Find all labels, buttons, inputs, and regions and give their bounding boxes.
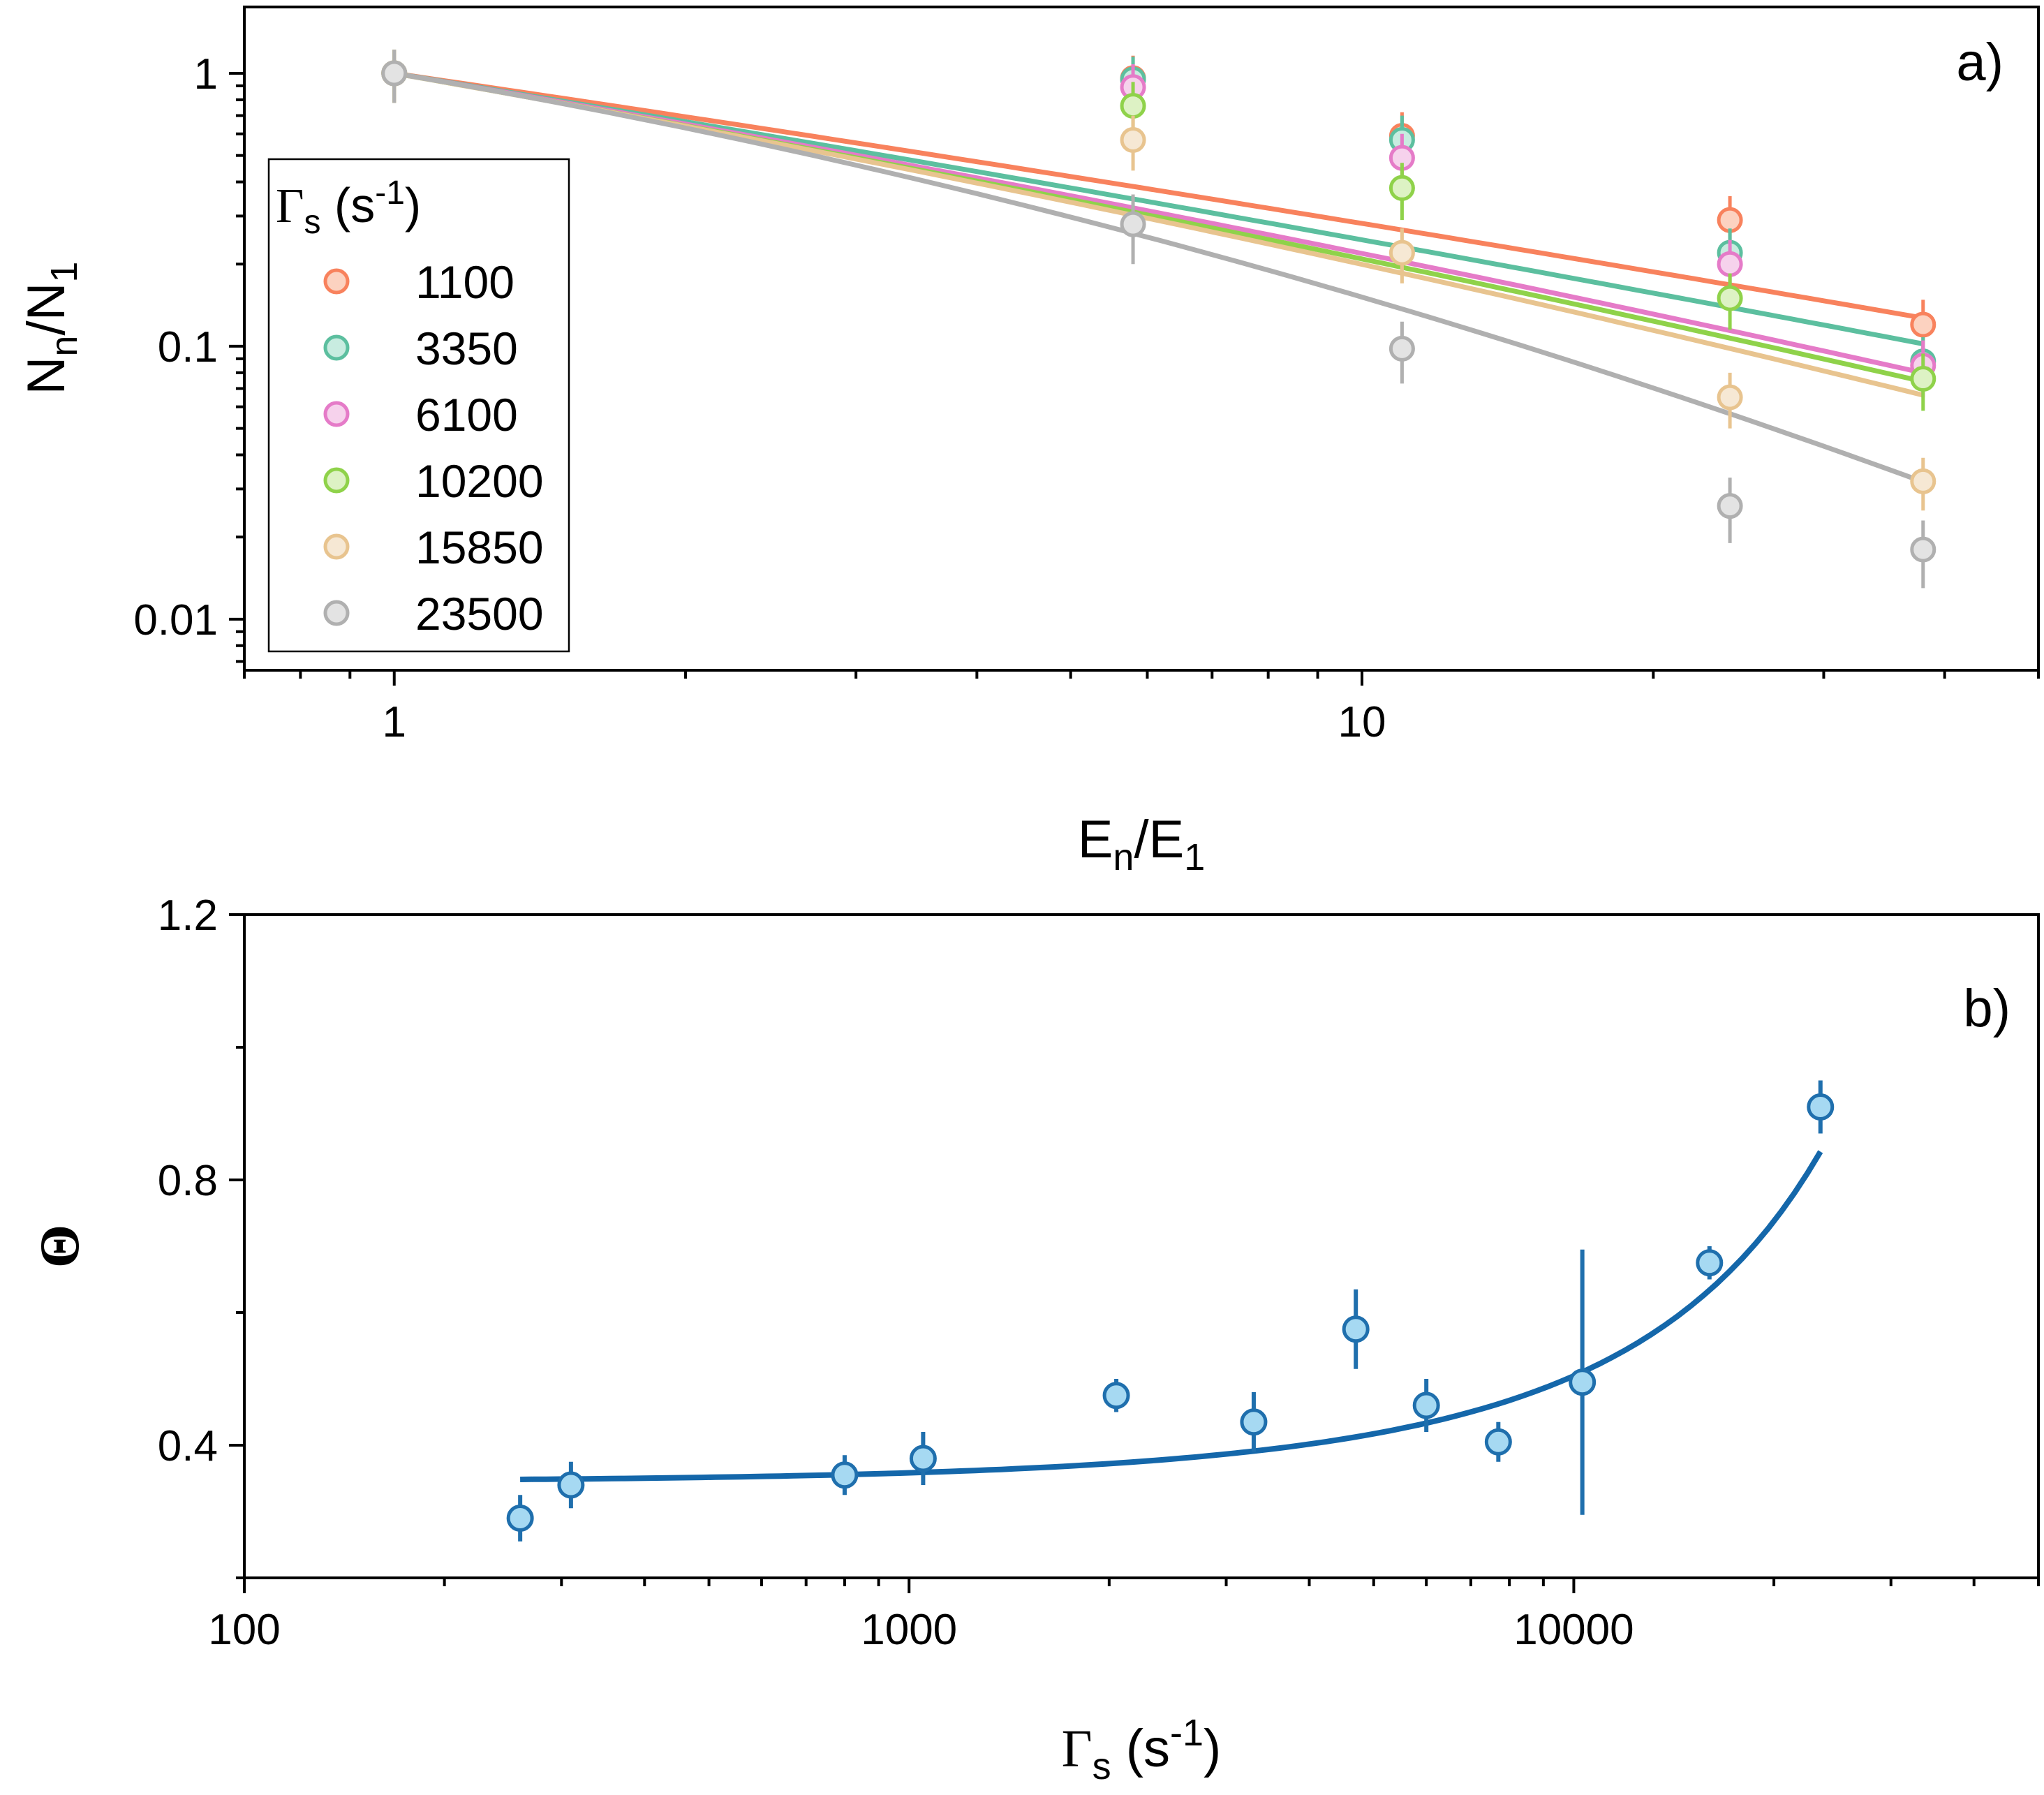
legend-marker-10200	[323, 467, 350, 494]
data-point-1100	[1910, 311, 1936, 338]
data-point-15850	[1717, 384, 1743, 411]
data-point-23500	[381, 60, 408, 87]
fit-line-1100	[394, 71, 1924, 320]
legend-label-1100: 1100	[415, 256, 514, 308]
fit-line-15850	[394, 71, 1924, 398]
y-tick-label: 0.4	[158, 1422, 218, 1470]
data-point-23500	[1910, 536, 1936, 563]
panel-a-legend: Γs (s-1) 1100 3350 6100 10200 15850 23500	[267, 158, 570, 653]
panel-a-plot-area	[381, 50, 1936, 589]
data-point	[1696, 1249, 1724, 1277]
fit-line-10200	[394, 71, 1924, 384]
panel-b-axes: 100 1000 10000 0.4 0.8 1.2	[158, 892, 2040, 1654]
data-point-10200	[1120, 93, 1146, 119]
legend-label-15850: 15850	[415, 522, 544, 573]
panel-b-chart: 100 1000 10000 0.4 0.8 1.2 b) Θ Γs (s-1)	[29, 892, 2040, 1787]
data-point-6100	[1717, 251, 1743, 277]
data-point	[506, 1505, 534, 1532]
data-point	[1484, 1428, 1512, 1456]
fit-line-23500	[394, 71, 1924, 485]
x-tick-label: 100	[208, 1606, 280, 1654]
data-point-23500	[1388, 335, 1415, 362]
panel-b-plot-area	[506, 1080, 1835, 1542]
y-tick-label: 1.2	[158, 892, 218, 940]
panel-a-chart: 1 10 0.01 0.1 1 a) Nn/N1 En/E1 Γs (s-1) 1100…	[17, 6, 2040, 878]
data-point-1100	[1717, 207, 1743, 233]
panel-a-x-axis-title: En/E1	[1078, 810, 1206, 878]
data-point	[909, 1445, 937, 1472]
legend-label-10200: 10200	[415, 455, 544, 507]
y-tick-label: 1	[194, 50, 218, 98]
data-point	[831, 1461, 859, 1489]
data-point-10200	[1717, 285, 1743, 311]
legend-label-6100: 6100	[415, 389, 518, 441]
panel-b-frame	[243, 913, 2040, 1579]
panel-a-label: a)	[1956, 33, 2004, 92]
panel-b-label: b)	[1963, 979, 2010, 1038]
legend-items: 1100 3350 6100 10200 15850 23500	[323, 256, 544, 640]
data-point	[557, 1471, 585, 1499]
panel-b-x-axis-title: Γs (s-1)	[1062, 1712, 1222, 1787]
panel-a-y-axis-title: Nn/N1	[17, 262, 85, 395]
fit-line	[520, 1150, 1823, 1482]
data-point	[1342, 1315, 1370, 1343]
legend-marker-1100	[323, 268, 350, 295]
data-point-10200	[1910, 366, 1936, 392]
legend-marker-15850	[323, 533, 350, 560]
y-tick-label: 0.01	[133, 596, 218, 644]
legend-label-23500: 23500	[415, 588, 544, 640]
panel-b-y-axis-title: Θ	[29, 1225, 91, 1268]
data-point	[1240, 1408, 1268, 1436]
data-point	[1102, 1382, 1130, 1410]
x-tick-label: 10000	[1513, 1606, 1634, 1654]
legend-marker-6100	[323, 401, 350, 427]
legend-box	[267, 158, 570, 653]
data-point-15850	[1120, 126, 1146, 153]
legend-title: Γs (s-1)	[276, 175, 421, 241]
panel-a-frame	[243, 6, 2040, 672]
data-point-15850	[1388, 239, 1415, 266]
data-point-23500	[1120, 211, 1146, 237]
legend-marker-23500	[323, 600, 350, 626]
x-tick-label: 1000	[861, 1606, 957, 1654]
data-point-10200	[1388, 175, 1415, 201]
x-tick-label: 10	[1338, 698, 1386, 746]
panel-a-axes: 1 10 0.01 0.1 1	[133, 50, 2040, 746]
y-tick-label: 0.8	[158, 1157, 218, 1205]
data-point	[1569, 1368, 1597, 1396]
data-point	[1807, 1093, 1835, 1121]
y-tick-label: 0.1	[158, 323, 218, 371]
legend-label-3350: 3350	[415, 323, 518, 374]
legend-marker-3350	[323, 334, 350, 361]
data-point-15850	[1910, 468, 1936, 494]
data-point-23500	[1717, 493, 1743, 519]
x-tick-label: 1	[382, 698, 406, 746]
data-point	[1412, 1391, 1440, 1419]
